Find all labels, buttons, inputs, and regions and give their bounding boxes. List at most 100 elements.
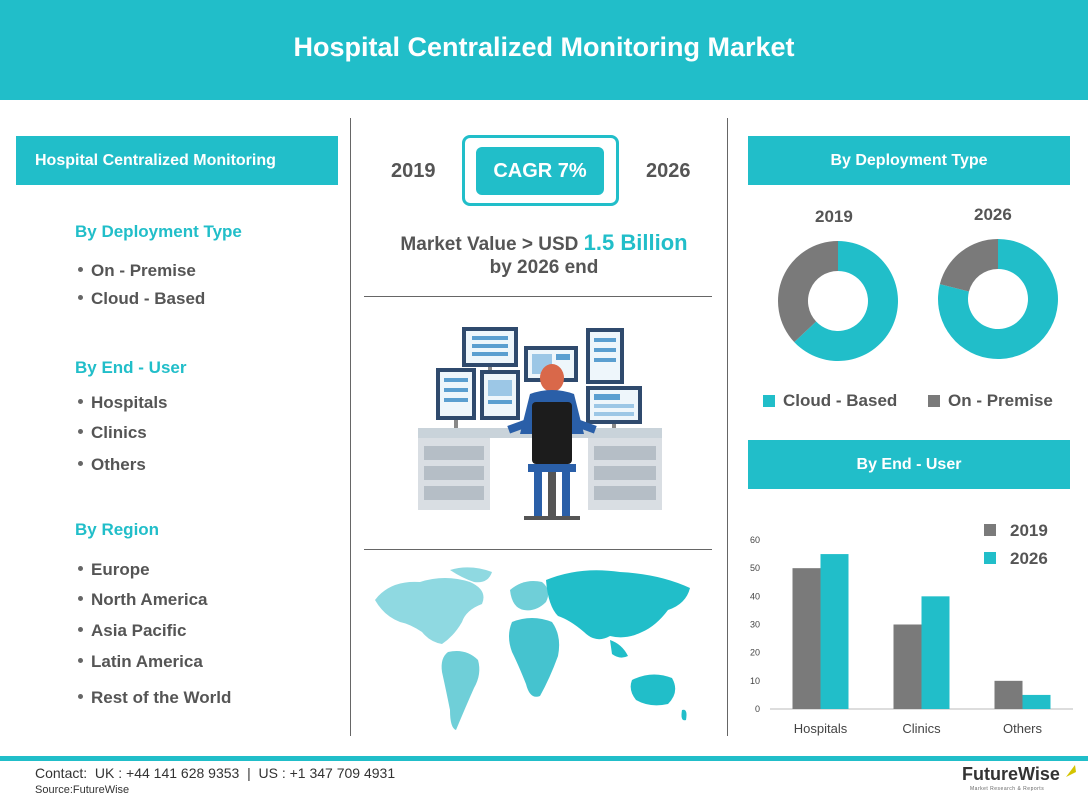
legend-label: 2026 <box>1010 549 1048 568</box>
segment-item: Latin America <box>78 652 203 672</box>
legend-swatch-gray <box>928 395 940 407</box>
bullet-dot-icon <box>78 267 83 273</box>
logo-arrow-icon <box>1065 765 1076 777</box>
cagr-frame: CAGR 7% <box>462 135 619 206</box>
year-start: 2019 <box>391 160 436 182</box>
y-tick-label: 40 <box>750 591 760 601</box>
y-tick-label: 0 <box>755 704 760 714</box>
legend-swatch <box>984 552 996 564</box>
world-map-icon <box>375 567 690 730</box>
source-note: Source:FutureWise <box>35 784 130 796</box>
divider-center-top <box>364 296 712 297</box>
market-value-prefix: Market Value > USD <box>400 234 579 255</box>
legend-label: On - Premise <box>948 391 1053 410</box>
segment-item: Rest of the World <box>78 688 231 708</box>
divider-center-bottom <box>364 549 712 550</box>
market-value-line1: Market Value > USD 1.5 Billion <box>364 230 724 256</box>
contact-info: Contact: UK : +44 141 628 9353 | US : +1… <box>35 765 396 781</box>
chart-heading-deployment: By Deployment Type <box>748 136 1070 185</box>
bullet-dot-icon <box>78 694 83 700</box>
x-tick-label: Hospitals <box>794 721 848 736</box>
bullet-dot-icon <box>78 658 83 664</box>
bullet-dot-icon <box>78 566 83 572</box>
monitor-icon <box>586 328 624 384</box>
segment-item-label: Europe <box>91 560 150 579</box>
bullet-dot-icon <box>78 429 83 435</box>
segment-heading-deployment: By Deployment Type <box>75 222 242 241</box>
monitor-icon <box>462 327 518 373</box>
segment-item: On - Premise <box>78 261 196 281</box>
segment-item: Cloud - Based <box>78 289 205 309</box>
bullet-dot-icon <box>78 461 83 467</box>
operator-monitoring-desk-icon <box>418 327 662 520</box>
y-tick-label: 10 <box>750 676 760 686</box>
donut-slice-premise <box>778 241 838 343</box>
market-value-amount: 1.5 Billion <box>583 230 688 255</box>
segment-item: Asia Pacific <box>78 621 186 641</box>
bar-2019 <box>792 568 821 709</box>
segment-item-label: Hospitals <box>91 393 168 412</box>
end-user-bar-chart: 0 10 20 30 40 50 60 Hospitals Clinics Others 2019 2… <box>750 521 1073 736</box>
segment-item-label: Cloud - Based <box>91 289 206 308</box>
x-tick-label: Others <box>1003 721 1043 736</box>
cagr-badge: CAGR 7% <box>476 147 604 195</box>
y-tick-label: 30 <box>750 620 760 630</box>
bullet-dot-icon <box>78 399 83 405</box>
brand-tagline: Market Research & Reports <box>970 786 1045 792</box>
monitor-icon <box>436 368 476 428</box>
segment-item-label: On - Premise <box>91 261 196 280</box>
segment-heading-region: By Region <box>75 520 160 539</box>
segment-item: Clinics <box>78 423 147 443</box>
donut-slice-cloud <box>794 241 898 361</box>
divider-left <box>350 118 351 736</box>
bar-2026 <box>820 554 849 709</box>
segment-heading-end-user: By End - User <box>75 358 187 377</box>
bar-2019 <box>893 624 922 709</box>
legend-label: 2019 <box>1010 521 1048 540</box>
page-title: Hospital Centralized Monitoring Market <box>293 32 795 62</box>
segment-item-label: Others <box>91 455 146 474</box>
legend-swatch <box>984 524 996 536</box>
y-tick-label: 60 <box>750 535 760 545</box>
donut-slice-cloud <box>938 239 1058 359</box>
operator-person-icon <box>507 364 597 520</box>
legend-item: On - Premise <box>928 391 1053 411</box>
legend-swatch-teal <box>763 395 775 407</box>
legend-item: Cloud - Based <box>763 391 897 411</box>
brand-logo: FutureWise <box>962 764 1077 785</box>
legend-label: Cloud - Based <box>783 391 898 410</box>
header-banner: Hospital Centralized Monitoring Market <box>0 0 1088 100</box>
footer-bar <box>0 756 1088 761</box>
year-end: 2026 <box>646 160 691 182</box>
divider-right <box>727 118 728 736</box>
segment-item: Others <box>78 455 146 475</box>
brand-name: FutureWise <box>962 764 1060 784</box>
bar-2019 <box>994 680 1023 709</box>
bar-2026 <box>921 596 950 709</box>
segment-item-label: Clinics <box>91 423 147 442</box>
monitor-icon <box>480 370 520 420</box>
donut-slice-premise <box>939 239 998 292</box>
bullet-dot-icon <box>78 627 83 633</box>
segment-box-title-text: Hospital Centralized Monitoring <box>35 151 276 169</box>
cagr-text: CAGR 7% <box>493 159 587 182</box>
chart-heading-deployment-text: By Deployment Type <box>830 151 988 169</box>
segment-box-title: Hospital Centralized Monitoring <box>16 136 338 185</box>
segment-item: North America <box>78 590 208 610</box>
deployment-donut-chart <box>778 239 1058 361</box>
x-tick-label: Clinics <box>902 721 941 736</box>
bullet-dot-icon <box>78 295 83 301</box>
donut-year-label: 2026 <box>974 205 1012 224</box>
y-tick-label: 50 <box>750 563 760 573</box>
market-value-line2: by 2026 end <box>489 257 599 278</box>
y-tick-label: 20 <box>750 648 760 658</box>
chart-heading-end-user: By End - User <box>748 440 1070 489</box>
chart-heading-end-user-text: By End - User <box>856 455 962 473</box>
monitor-icon <box>586 386 642 430</box>
segment-item-label: Asia Pacific <box>91 621 187 640</box>
segment-item: Europe <box>78 560 150 580</box>
bullet-dot-icon <box>78 596 83 602</box>
segment-item-label: Latin America <box>91 652 203 671</box>
segment-item: Hospitals <box>78 393 168 413</box>
segment-item-label: North America <box>91 590 208 609</box>
